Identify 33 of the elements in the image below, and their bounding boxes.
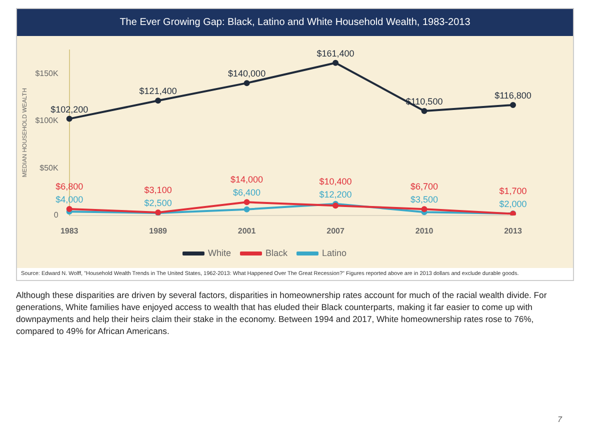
text: 7 <box>558 415 562 424</box>
y-tick-label: $150K <box>35 68 59 78</box>
data-label: $2,000 <box>499 198 527 209</box>
data-label: $1,700 <box>499 186 527 196</box>
data-label: $116,800 <box>494 90 532 100</box>
data-label: $14,000 <box>230 174 264 185</box>
legend-label: Latino <box>322 248 347 258</box>
data-label: $140,000 <box>228 68 266 79</box>
data-label: $3,100 <box>144 184 172 195</box>
data-label: $10,400 <box>319 176 352 186</box>
y-tick-label: $50K <box>40 163 59 172</box>
x-tick-label: 2010 <box>415 226 434 236</box>
data-label: $121,400 <box>139 86 177 96</box>
data-label: $2,500 <box>144 198 172 208</box>
data-label: $12,200 <box>319 189 352 200</box>
x-tick-label: 1989 <box>149 226 168 236</box>
data-label: $3,500 <box>410 194 438 205</box>
x-tick-label: 2013 <box>504 226 522 236</box>
data-label: $161,400 <box>316 48 354 58</box>
y-tick-label: 0 <box>54 210 59 220</box>
chart-title: The Ever Growing Gap: Black, Latino and White Household Wealth, 1983-2013 <box>17 9 573 36</box>
x-tick-label: 2007 <box>326 226 345 236</box>
legend-label: Black <box>265 248 288 258</box>
legend-label: White <box>208 248 231 258</box>
text: Although these disparities are driven by several factors, disparities in homeownership rates account for much of the racial wealth divide. For generations, White families have enjoyed access to wealth that has eluded their Black counterparts, making it far easier to come up with downpayments and help their heirs claim their stake in the economy. Between 1994 and 2017, White homeownership rates rose to 76%, compared to 49% for African Americans. <box>15 289 548 337</box>
x-tick-label: 2001 <box>238 226 256 236</box>
data-label: $6,800 <box>56 181 84 192</box>
data-label: $4,000 <box>56 194 84 204</box>
data-label: $102,200 <box>50 104 88 114</box>
data-label: $6,700 <box>410 182 438 192</box>
x-tick-label: 1983 <box>60 226 79 236</box>
y-tick-label: $100K <box>35 116 59 126</box>
data-label: $6,400 <box>233 188 261 198</box>
